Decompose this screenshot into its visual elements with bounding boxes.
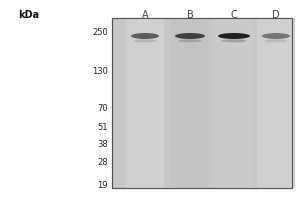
Text: 51: 51 [98, 123, 108, 132]
Text: 130: 130 [92, 67, 108, 76]
Text: C: C [231, 10, 237, 20]
Bar [171, 18, 209, 188]
Bar [215, 18, 253, 188]
Text: 250: 250 [92, 28, 108, 37]
Ellipse shape [218, 33, 250, 39]
Bar [126, 18, 164, 188]
Ellipse shape [262, 33, 290, 39]
Text: kDa: kDa [18, 10, 39, 20]
Ellipse shape [265, 39, 287, 42]
Text: D: D [272, 10, 280, 20]
Ellipse shape [221, 39, 247, 42]
Bar [257, 18, 295, 188]
Text: 19: 19 [98, 182, 108, 190]
Text: 70: 70 [98, 104, 108, 113]
Text: 28: 28 [98, 158, 108, 167]
Ellipse shape [175, 33, 205, 39]
Text: A: A [142, 10, 148, 20]
Bar [112, 18, 292, 188]
Text: 38: 38 [97, 140, 108, 149]
Text: B: B [187, 10, 194, 20]
Ellipse shape [134, 39, 156, 42]
Bar [112, 18, 292, 188]
Ellipse shape [131, 33, 159, 39]
Ellipse shape [178, 39, 202, 42]
